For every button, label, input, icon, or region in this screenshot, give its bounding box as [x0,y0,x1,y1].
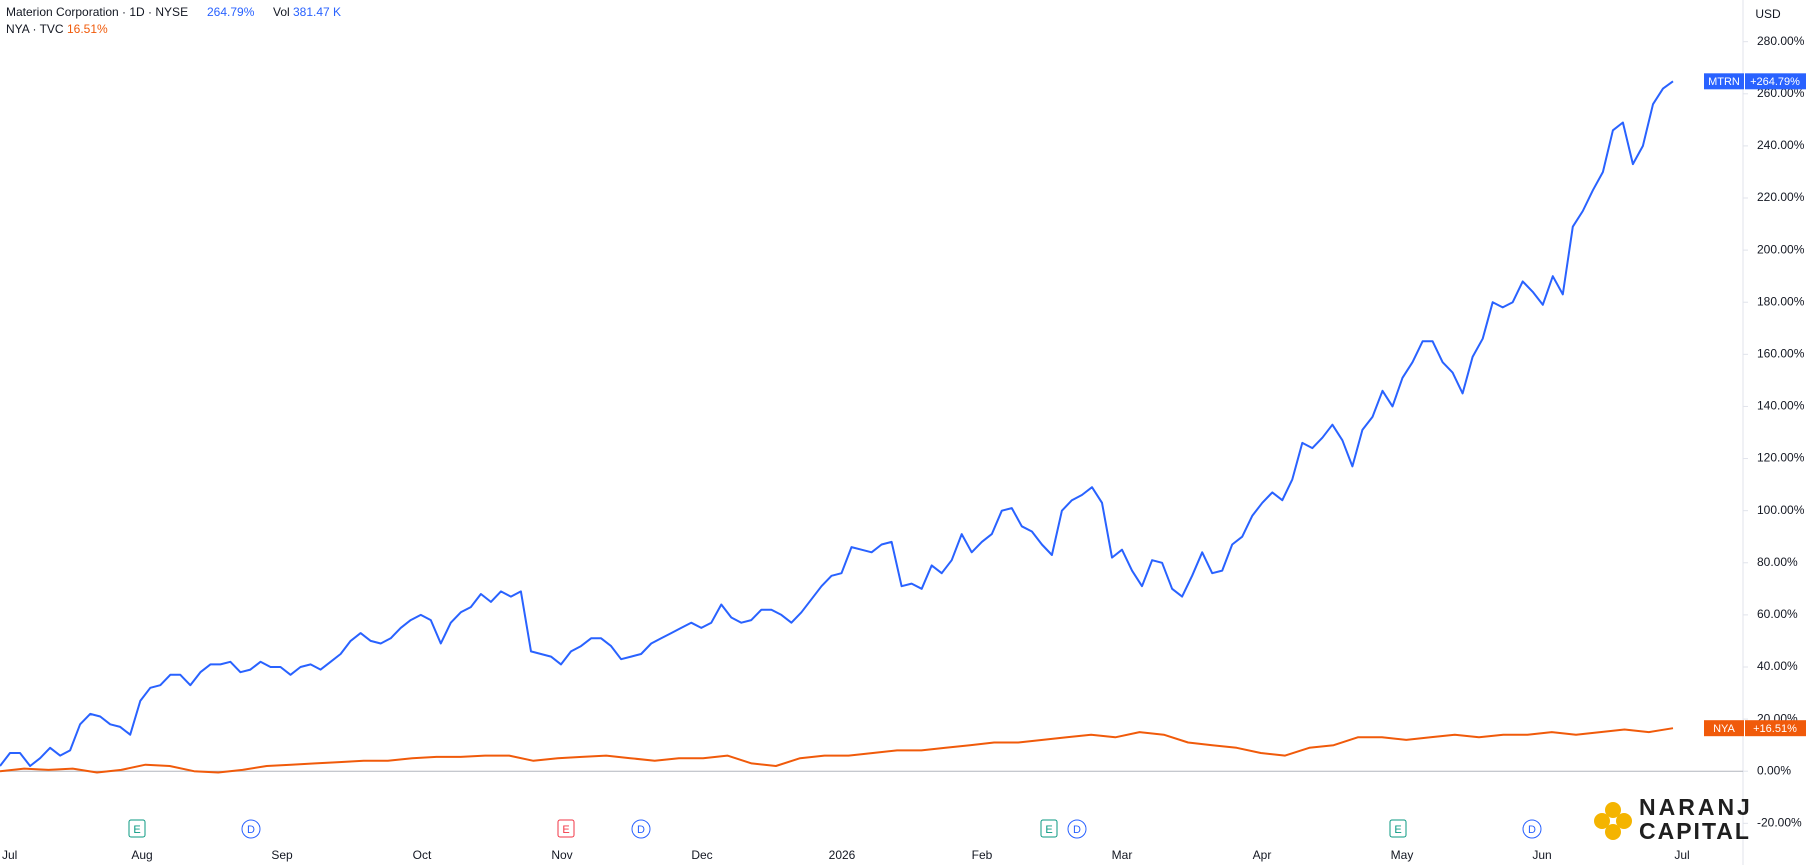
vol: 381.47 K [293,5,341,19]
price-tag [1745,73,1806,90]
price-tag [1745,720,1806,737]
x-tick-label: Sep [271,848,293,862]
y-tick-label: 100.00% [1757,503,1805,517]
event-marker [1522,819,1542,839]
price-tag-label: +264.79% [1750,76,1800,88]
logo-text: CAPITAL [1639,818,1751,844]
event-marker [1067,819,1087,839]
price-tag [1704,73,1744,90]
price-tag-label: +16.51% [1753,723,1797,735]
compare-change: 16.51% [67,22,108,36]
compare: NYA · TVC [6,22,64,36]
x-tick-label: Nov [551,848,572,862]
event-label: D [1073,824,1081,836]
y-tick-label: 140.00% [1757,399,1805,413]
logo-icon [1605,802,1621,818]
y-tick-label: -20.00% [1757,815,1802,829]
symbol: Materion Corporation · 1D · NYSE [6,5,188,19]
y-tick-label: 60.00% [1757,607,1798,621]
x-tick-label: Aug [131,848,152,862]
x-tick-label: Jul [2,848,17,862]
legend-label: NYA [1713,723,1735,735]
x-tick-label: Jun [1532,848,1551,862]
change: 264.79% [207,5,255,19]
event-label: D [637,824,645,836]
legend-label: MTRN [1708,76,1740,88]
logo: NARANJ CAPITAL [1594,794,1753,844]
event-marker [128,819,146,838]
event-marker [1389,819,1407,838]
x-tick-label: 2026 [829,848,856,862]
event-marker [241,819,261,839]
y-tick-label: 40.00% [1757,659,1798,673]
y-tick-label: 260.00% [1757,86,1805,100]
event-marker [557,819,575,838]
x-tick-label: Mar [1112,848,1133,862]
logo-text: NARANJ [1639,794,1753,820]
event-label: D [1528,824,1536,836]
x-tick-label: Dec [691,848,712,862]
event-marker [1040,819,1058,838]
y-tick-label: 200.00% [1757,242,1805,256]
event-label: E [133,824,140,836]
y-tick-label: 280.00% [1757,34,1805,48]
event-marker [631,819,651,839]
logo-icon [1594,813,1610,829]
vol-label: Vol [273,5,290,19]
event-label: D [247,824,255,836]
event-label: E [1394,824,1401,836]
event-label: E [1045,824,1052,836]
logo-icon [1616,813,1632,829]
x-tick-label: Apr [1253,848,1272,862]
x-tick-label: Jul [1674,848,1689,862]
price-tag [1704,720,1744,737]
x-tick-label: May [1391,848,1414,862]
y-tick-label: 220.00% [1757,190,1805,204]
y-tick-label: 120.00% [1757,451,1805,465]
y-tick-label: 180.00% [1757,294,1805,308]
logo-icon [1605,824,1621,840]
series-line [0,727,1674,774]
y-tick-label: 160.00% [1757,347,1805,361]
currency[interactable]: USD [1755,7,1781,21]
x-tick-label: Oct [413,848,432,862]
event-label: E [562,824,569,836]
y-tick-label: 0.00% [1757,763,1791,777]
y-tick-label: 80.00% [1757,555,1798,569]
y-tick-label: 240.00% [1757,138,1805,152]
series-line [0,80,1674,767]
x-tick-label: Feb [972,848,993,862]
